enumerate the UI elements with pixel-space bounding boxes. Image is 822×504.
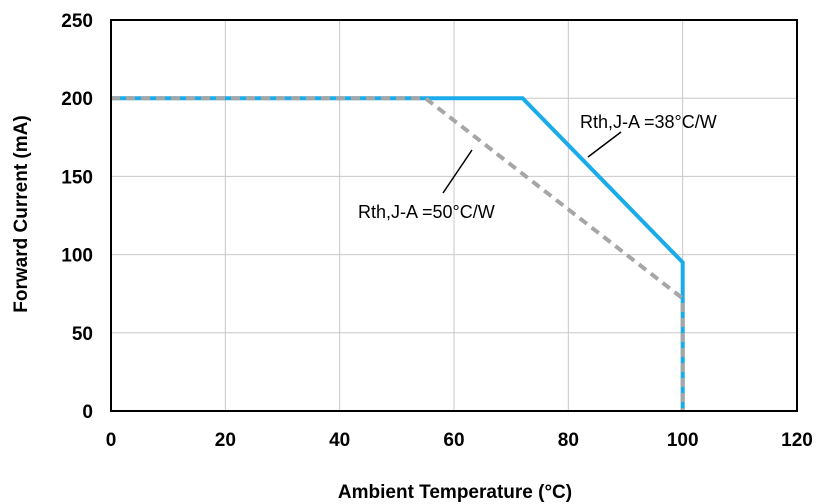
y-tick-label: 50 [72,324,93,345]
y-tick-label: 100 [61,246,93,267]
y-tick-labels: 0 50 100 150 200 250 [61,11,93,423]
x-tick-label: 80 [558,430,579,451]
x-axis-title: Ambient Temperature (°C) [338,482,572,503]
x-tick-label: 100 [667,430,699,451]
x-tick-label: 40 [329,430,350,451]
annotation-leader-50 [442,149,473,194]
series-line-rth-50 [111,96,685,411]
y-axis-title: Forward Current (mA) [11,115,32,312]
x-tick-labels: 0 20 40 60 80 100 120 [106,430,813,451]
x-tick-label: 20 [215,430,236,451]
y-tick-label: 250 [61,11,93,32]
annotation-leader-38 [587,131,622,158]
plot-frame [110,19,798,412]
x-tick-label: 60 [443,430,464,451]
annotation-label-38: Rth,J-A =38°C/W [580,112,717,132]
x-tick-label: 120 [781,430,813,451]
x-tick-label: 0 [106,430,117,451]
y-tick-label: 150 [61,167,93,188]
y-tick-label: 200 [61,89,93,110]
y-tick-label: 0 [82,402,93,423]
series-lines [111,96,685,411]
annotation-label-50: Rth,J-A =50°C/W [358,202,495,222]
